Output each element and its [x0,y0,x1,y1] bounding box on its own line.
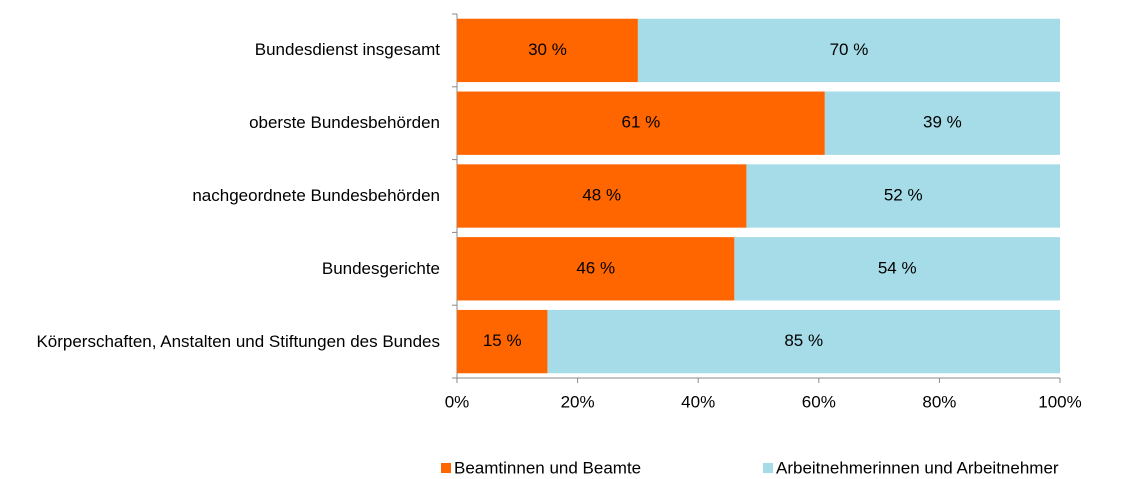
category-text: Bundesgerichte [321,258,440,278]
data-label: 70 % [830,40,869,59]
data-label: 46 % [576,258,615,277]
x-tick-label: 0% [445,392,470,411]
category-text: oberste Bundesbehörden [249,113,440,133]
bar-segment [457,91,825,155]
legend-label: Beamtinnen und Beamte [454,458,641,477]
bar-segment [457,309,548,374]
bar-segment [457,18,638,83]
bar-segment [824,91,1060,155]
x-tick-label: 60% [802,392,836,411]
x-tick-label: 40% [681,392,715,411]
legend-swatch [441,463,451,473]
bar-segment [637,18,1060,83]
category-text: nachgeordnete Bundesbehörden [192,185,440,205]
category-label: Bundesdienst insgesamt [0,14,440,87]
data-label: 61 % [622,113,661,132]
bar-segment [457,164,747,228]
bar-segment [547,309,1060,374]
category-label: Bundesgerichte [0,232,440,305]
bar-segment [746,164,1060,228]
category-label: nachgeordnete Bundesbehörden [0,160,440,233]
x-tick-label: 20% [561,392,595,411]
data-label: 39 % [923,113,962,132]
x-tick-label: 100% [1038,392,1081,411]
category-label: Körperschaften, Anstalten und Stiftungen… [0,305,440,378]
category-label: oberste Bundesbehörden [0,87,440,160]
data-label: 85 % [784,331,823,350]
legend-swatch [763,463,773,473]
x-tick-label: 80% [922,392,956,411]
data-label: 48 % [582,185,621,204]
legend-label: Arbeitnehmerinnen und Arbeitnehmer [776,458,1059,477]
data-label: 54 % [878,258,917,277]
category-text: Körperschaften, Anstalten und Stiftungen… [36,331,440,351]
data-label: 15 % [483,331,522,350]
bar-segment [457,237,735,301]
category-text: Bundesdienst insgesamt [254,40,440,60]
data-label: 52 % [884,185,923,204]
bar-segment [734,237,1060,301]
data-label: 30 % [528,40,567,59]
